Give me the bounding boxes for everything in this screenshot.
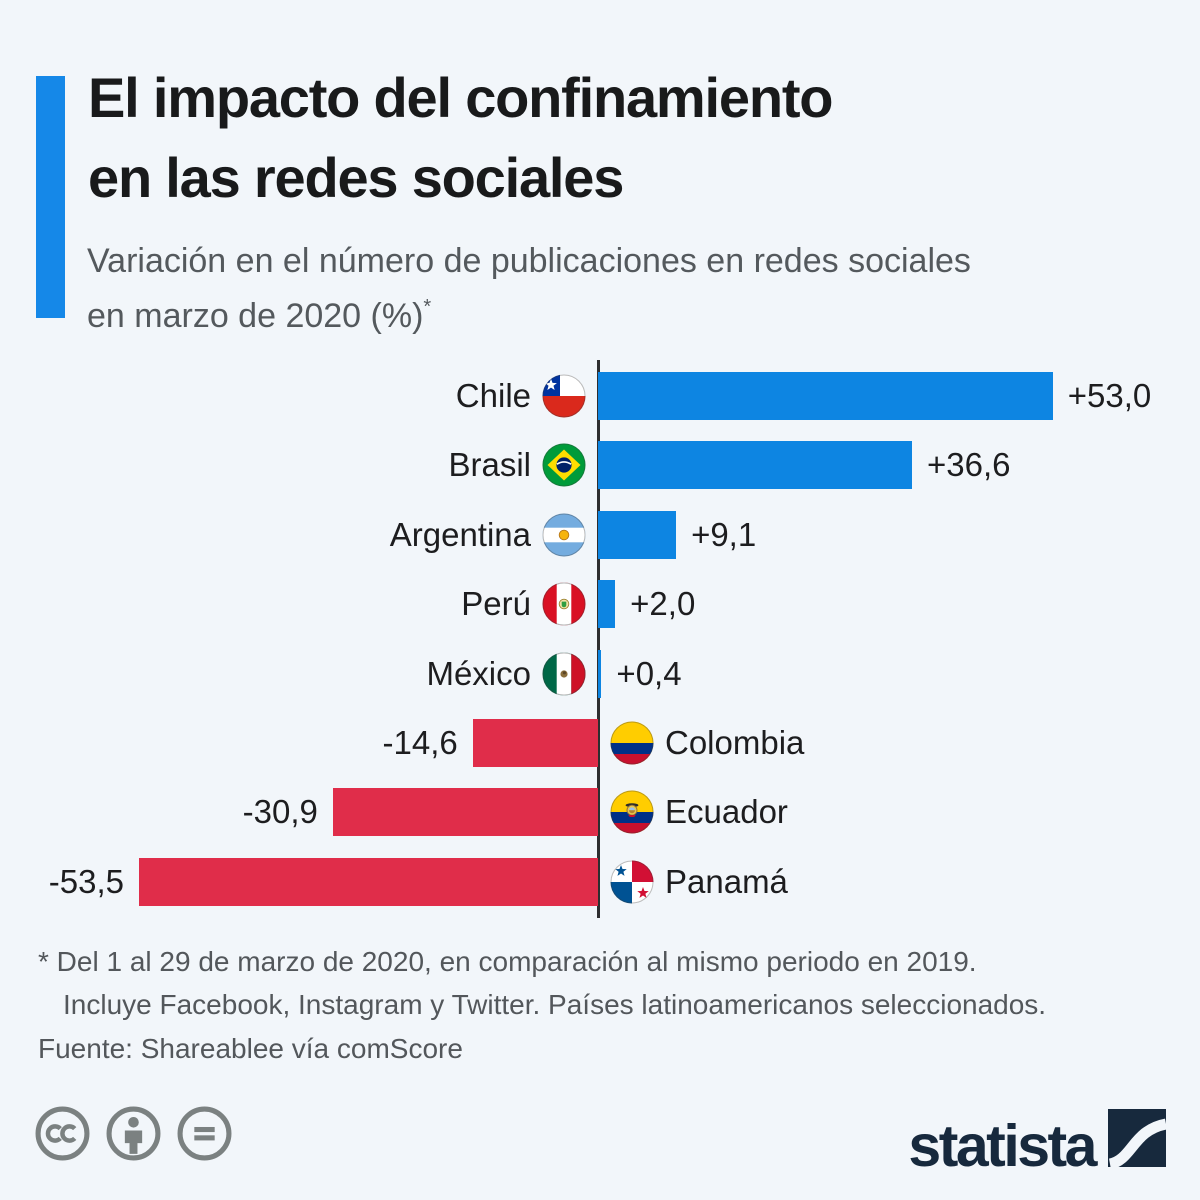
bar-pe: [598, 580, 616, 629]
country-label-cl: Chile: [455, 377, 531, 414]
bar-mx: [598, 649, 602, 698]
footnote-marker: *: [423, 296, 432, 318]
country-label-co: Colombia: [665, 724, 805, 761]
co-flag-icon: [610, 721, 654, 765]
statista-wordmark: statista: [908, 1113, 1097, 1179]
value-label-ec: -30,9: [242, 793, 318, 831]
country-label-pe: Perú: [461, 585, 531, 623]
value-label-br: +36,6: [927, 446, 1011, 484]
pe-flag-icon: [542, 582, 586, 626]
subtitle-line-2: en marzo de 2020 (%)*: [87, 296, 432, 335]
country-label-mx: México: [426, 654, 531, 692]
country-label-pa: Panamá: [665, 862, 788, 900]
statista-logo-mark-icon: [1108, 1109, 1166, 1167]
bar-cl: [598, 372, 1053, 420]
value-label-ar: +9,1: [691, 515, 757, 553]
source-line: Fuente: Shareablee vía comScore: [38, 1033, 463, 1064]
subtitle-line-1: Variación en el número de publicaciones …: [87, 242, 971, 280]
bar-co: [472, 719, 598, 767]
license-icons-row: [34, 1105, 233, 1162]
footnote-line-1: * Del 1 al 29 de marzo de 2020, en compa…: [38, 946, 977, 977]
value-label-cl: +53,0: [1067, 377, 1152, 414]
country-label-ar: Argentina: [389, 515, 531, 553]
value-label-pa: -53,5: [48, 862, 124, 900]
footnote-line-2: Incluye Facebook, Instagram y Twitter. P…: [63, 989, 1047, 1020]
title-line-1: El impacto del confinamiento: [88, 66, 833, 129]
title-line-2: en las redes sociales: [88, 146, 624, 209]
bar-ec: [332, 788, 598, 837]
page-title: El impacto del confinamiento en las rede…: [88, 58, 833, 218]
value-label-mx: +0,4: [616, 654, 682, 692]
pa-flag-icon: [610, 860, 654, 904]
country-label-br: Brasil: [448, 446, 531, 484]
bar-pa: [138, 857, 598, 906]
mx-flag-icon: [542, 652, 586, 696]
br-flag-icon: [542, 443, 586, 487]
cc-attribution-icon: [105, 1105, 162, 1162]
cl-flag-icon: [542, 374, 586, 418]
ar-flag-icon: [542, 513, 586, 557]
bar-ar: [598, 510, 677, 559]
bar-br: [598, 441, 913, 490]
zero-axis-line: [597, 360, 600, 918]
ec-flag-icon: [610, 790, 654, 834]
title-accent-bar: [36, 76, 65, 318]
chart-subtitle: Variación en el número de publicaciones …: [87, 238, 971, 339]
cc-icon: [34, 1105, 91, 1162]
footnote-block: * Del 1 al 29 de marzo de 2020, en compa…: [38, 940, 1046, 1070]
cc-no-derivatives-icon: [176, 1105, 233, 1162]
value-label-co: -14,6: [382, 724, 458, 761]
value-label-pe: +2,0: [630, 585, 696, 623]
statista-logo: statista: [908, 1109, 1166, 1179]
country-label-ec: Ecuador: [665, 793, 788, 831]
